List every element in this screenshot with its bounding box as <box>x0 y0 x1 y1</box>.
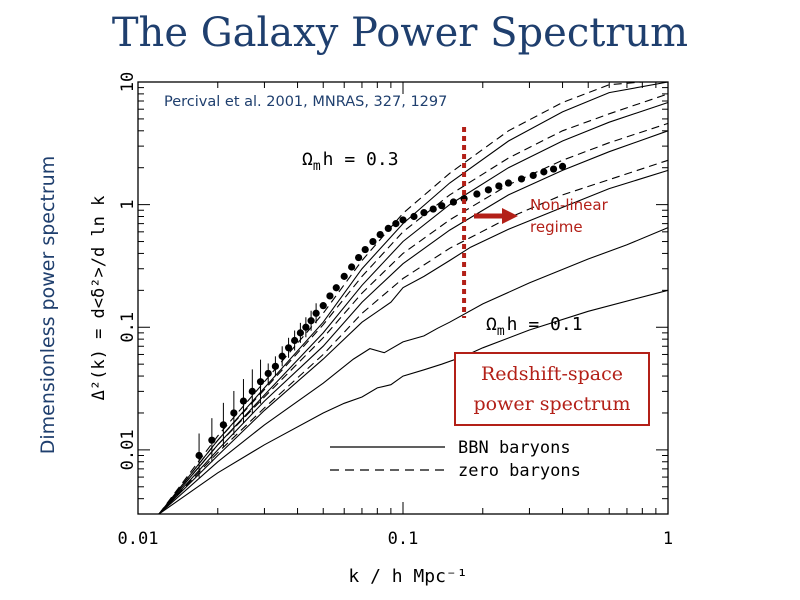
y-tick-label: 1 <box>118 200 138 210</box>
data-point <box>376 230 384 239</box>
annotation-omega-03: Ωm h = 0.3 <box>302 149 399 174</box>
data-point <box>307 310 315 331</box>
citation: Percival et al. 2001, MNRAS, 327, 1297 <box>162 94 450 110</box>
data-point <box>230 390 238 435</box>
data-point <box>302 317 310 338</box>
model-curve-6 <box>158 289 669 515</box>
data-point <box>326 292 334 300</box>
data-point <box>504 179 513 187</box>
data-point <box>284 337 293 358</box>
x-tick-label: 0.1 <box>388 529 419 549</box>
nonlinear-label-line-2: regime <box>530 218 583 236</box>
data-point <box>399 216 407 224</box>
model-curve-3 <box>158 130 669 515</box>
model-curve-8 <box>158 93 669 515</box>
data-point <box>495 182 503 190</box>
box-line-2: power spectrum <box>473 393 631 415</box>
legend-label-zero: zero baryons <box>458 461 581 481</box>
box-line-1: Redshift-space <box>481 363 623 385</box>
model-curve-10 <box>158 159 669 515</box>
data-point <box>208 418 216 463</box>
slide-title: The Galaxy Power Spectrum <box>111 10 689 56</box>
data-point <box>420 209 428 217</box>
data-point <box>271 356 280 377</box>
data-point <box>369 237 377 246</box>
data-point <box>410 212 418 221</box>
data-point <box>355 253 363 262</box>
data-point <box>449 198 458 206</box>
data-point <box>558 162 567 170</box>
data-point <box>529 171 537 180</box>
model-curves <box>158 81 669 515</box>
data-point <box>319 302 327 310</box>
data-point <box>392 220 400 228</box>
data-point <box>517 175 526 183</box>
data-point <box>540 168 548 176</box>
x-tick-label: 0.01 <box>118 529 159 549</box>
y-tick-label: 10 <box>118 72 138 92</box>
data-point <box>256 359 265 404</box>
x-axis-ticks: 0.01 0.1 1 <box>118 82 673 549</box>
model-curve-5 <box>158 227 669 515</box>
y-tick-label: 0.1 <box>118 312 138 343</box>
data-point <box>195 433 203 478</box>
model-curve-7 <box>158 81 643 515</box>
data-point <box>332 284 340 292</box>
nonlinear-label-line-1: Non-linear <box>530 196 608 214</box>
nonlinear-label: Non-linear regime <box>530 194 608 238</box>
legend-label-bbn: BBN baryons <box>458 438 571 458</box>
data-point <box>264 363 272 384</box>
measured-points <box>195 162 567 478</box>
y-axis-label: Δ²(k) = d<δ²>/d ln k <box>89 196 109 401</box>
annotation-omega-01: Ωm h = 0.1 <box>486 314 583 339</box>
model-curve-1 <box>158 81 669 515</box>
data-point <box>291 330 299 351</box>
data-point <box>296 322 304 343</box>
data-point <box>278 346 286 367</box>
data-point <box>549 165 558 173</box>
data-point <box>438 202 446 210</box>
data-point <box>473 190 481 198</box>
data-point <box>429 205 437 213</box>
data-point <box>239 379 248 424</box>
data-point <box>348 263 356 271</box>
data-point <box>248 369 256 414</box>
nonlinear-arrow <box>474 208 518 224</box>
data-point <box>384 224 392 232</box>
data-point <box>340 272 348 280</box>
model-curve-2 <box>158 101 669 515</box>
y-tick-label: 0.01 <box>118 429 138 470</box>
model-curve-9 <box>158 122 669 515</box>
data-point <box>219 402 227 447</box>
data-point <box>361 245 369 254</box>
legend: BBN baryons zero baryons <box>330 438 581 481</box>
plot-frame <box>137 81 669 515</box>
model-curve-4 <box>158 169 669 515</box>
redshift-space-box: Redshift-space power spectrum <box>454 352 650 426</box>
data-point <box>484 186 492 194</box>
x-tick-label: 1 <box>663 529 673 549</box>
y-axis-ticks: 0.01 0.1 1 10 <box>118 72 668 515</box>
x-axis-label: k / h Mpc⁻¹ <box>348 566 467 587</box>
data-point <box>312 303 320 324</box>
